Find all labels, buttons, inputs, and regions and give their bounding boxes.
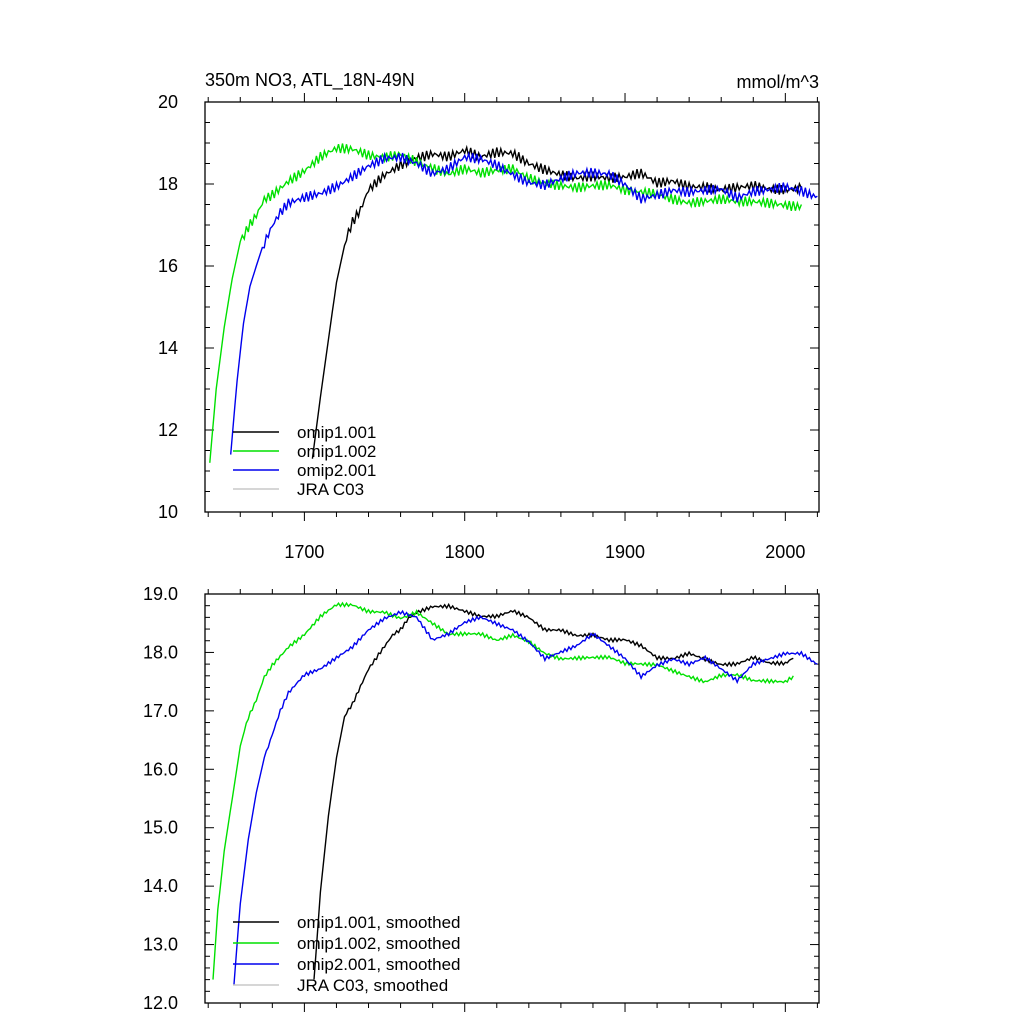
x-tick-label: 2000 — [765, 542, 805, 562]
y-tick-label: 12 — [158, 420, 178, 440]
y-tick-label: 19.0 — [143, 584, 178, 604]
series-line-omip2-001-smoothed — [233, 609, 818, 986]
x-tick-label: 1800 — [445, 542, 485, 562]
bottom-panel: 12.0 13.0 14.0 15.0 16.0 17.0 18.0 19.0 omip1.00… — [143, 584, 820, 1013]
legend-label: omip1.001, smoothed — [297, 913, 461, 932]
chart-title: 350m NO3, ATL_18N-49N — [205, 70, 415, 91]
units-label: mmol/m^3 — [737, 72, 819, 92]
y-tick-label: 14.0 — [143, 876, 178, 896]
y-tick-label: 16 — [158, 256, 178, 276]
x-tick-label: 1900 — [605, 542, 645, 562]
legend-label: JRA C03 — [297, 480, 364, 499]
series-line-omip1-002-smoothed — [212, 601, 794, 980]
x-tick-label: 1700 — [284, 542, 324, 562]
legend-label: omip2.001 — [297, 461, 376, 480]
series-line-omip1-001 — [311, 144, 803, 459]
y-tick-label: 16.0 — [143, 759, 178, 779]
legend-label: omip1.001 — [297, 423, 376, 442]
y-tick-label: 12.0 — [143, 993, 178, 1013]
legend-label: JRA C03, smoothed — [297, 976, 448, 995]
y-tick-label: 10 — [158, 502, 178, 522]
y-tick-label: 13.0 — [143, 935, 178, 955]
series-line-omip1-002 — [209, 143, 803, 463]
top-panel: 10 12 14 16 18 20 1700 1800 1900 2000 350m NO3, AT… — [158, 70, 820, 562]
y-tick-label: 18 — [158, 174, 178, 194]
y-tick-label: 18.0 — [143, 642, 178, 662]
legend-label: omip1.002, smoothed — [297, 934, 461, 953]
y-tick-label: 20 — [158, 92, 178, 112]
plot-frame — [204, 593, 820, 1004]
y-tick-label: 17.0 — [143, 701, 178, 721]
y-tick-label: 15.0 — [143, 818, 178, 838]
y-tick-label: 14 — [158, 338, 178, 358]
legend-label: omip2.001, smoothed — [297, 955, 461, 974]
series-line-omip2-001 — [230, 151, 818, 455]
legend-label: omip1.002 — [297, 442, 376, 461]
